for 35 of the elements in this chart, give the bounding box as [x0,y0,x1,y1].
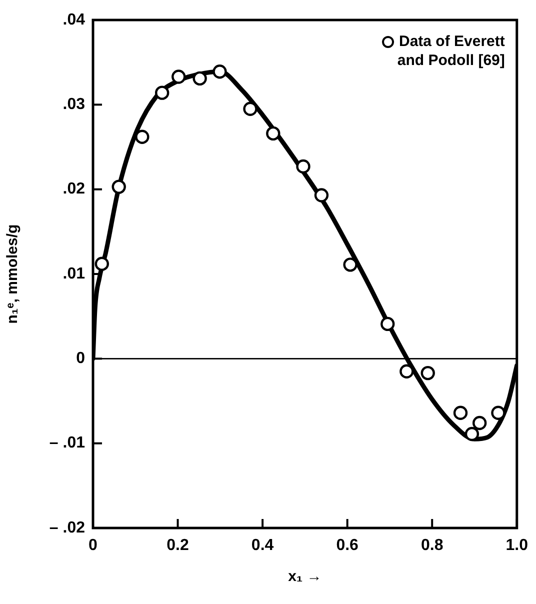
point [314,188,329,202]
y-tick-label: .04 [62,11,86,28]
point [464,426,480,442]
point [154,86,170,100]
point [472,416,487,430]
y-tick-label: 0 [76,350,86,368]
point [380,316,395,332]
point [343,258,358,272]
point [266,126,280,141]
point [112,180,126,194]
y-tick-label: .01 [62,265,86,282]
point [192,71,207,86]
point [172,70,186,84]
x-tick-label: 0 [88,537,98,554]
x-axis-title: x₁ → [288,568,322,586]
point [243,102,258,116]
point [420,366,435,380]
y-tick-label: – .02 [49,519,86,536]
y-axis-title: n₁ᵉ, mmoles/g [4,224,22,324]
point [94,256,109,271]
y-tick-label: – .01 [49,434,86,452]
y-tick-label: .02 [62,180,86,198]
point [296,159,310,174]
point [212,64,227,79]
point [491,406,506,420]
x-tick-label: 1.0 [506,537,528,554]
y-tick-label: .03 [62,96,86,114]
x-tick-label: 0.8 [420,537,444,554]
point [135,130,150,144]
point [453,406,468,420]
point [400,364,414,378]
legend-label: Data of Everett and Podoll [69] [397,33,505,70]
x-tick-label: 0.4 [251,537,274,554]
x-tick-label: 0.6 [336,537,359,554]
x-tick-label: 0.2 [166,537,189,554]
